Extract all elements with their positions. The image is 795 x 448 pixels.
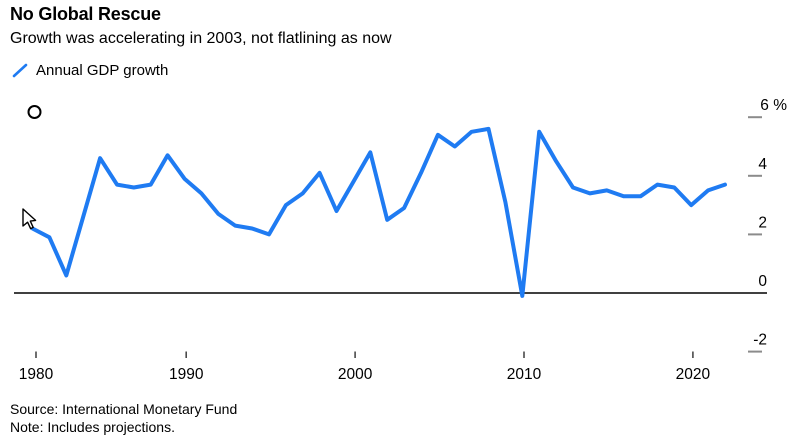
chart-footer: Source: International Monetary Fund Note…	[10, 400, 237, 436]
x-axis-label: 2000	[338, 366, 373, 383]
y-axis-label: 4	[758, 156, 767, 173]
hover-point-circle	[27, 105, 42, 119]
x-axis-label: 2010	[507, 366, 542, 383]
chart-title: No Global Rescue	[10, 4, 161, 24]
gdp-growth-line	[30, 126, 727, 298]
y-axis-label: 0	[758, 273, 767, 290]
y-axis-label: 2	[758, 214, 767, 231]
mouse-cursor-icon	[22, 208, 37, 230]
chart-subtitle: Growth was accelerating in 2003, not fla…	[10, 30, 392, 47]
chart-legend: Annual GDP growth	[12, 62, 168, 79]
y-axis-label: 6 %	[760, 97, 787, 114]
source-note: Source: International Monetary Fund	[10, 401, 238, 417]
projection-note: Note: Includes projections.	[10, 419, 175, 435]
legend-line-icon	[12, 62, 29, 79]
x-axis-label: 1990	[169, 366, 204, 383]
legend-label: Annual GDP growth	[36, 62, 169, 79]
y-axis-label: -2	[753, 332, 767, 349]
x-axis-label: 2020	[676, 366, 711, 383]
x-axis-label: 1980	[19, 366, 54, 383]
